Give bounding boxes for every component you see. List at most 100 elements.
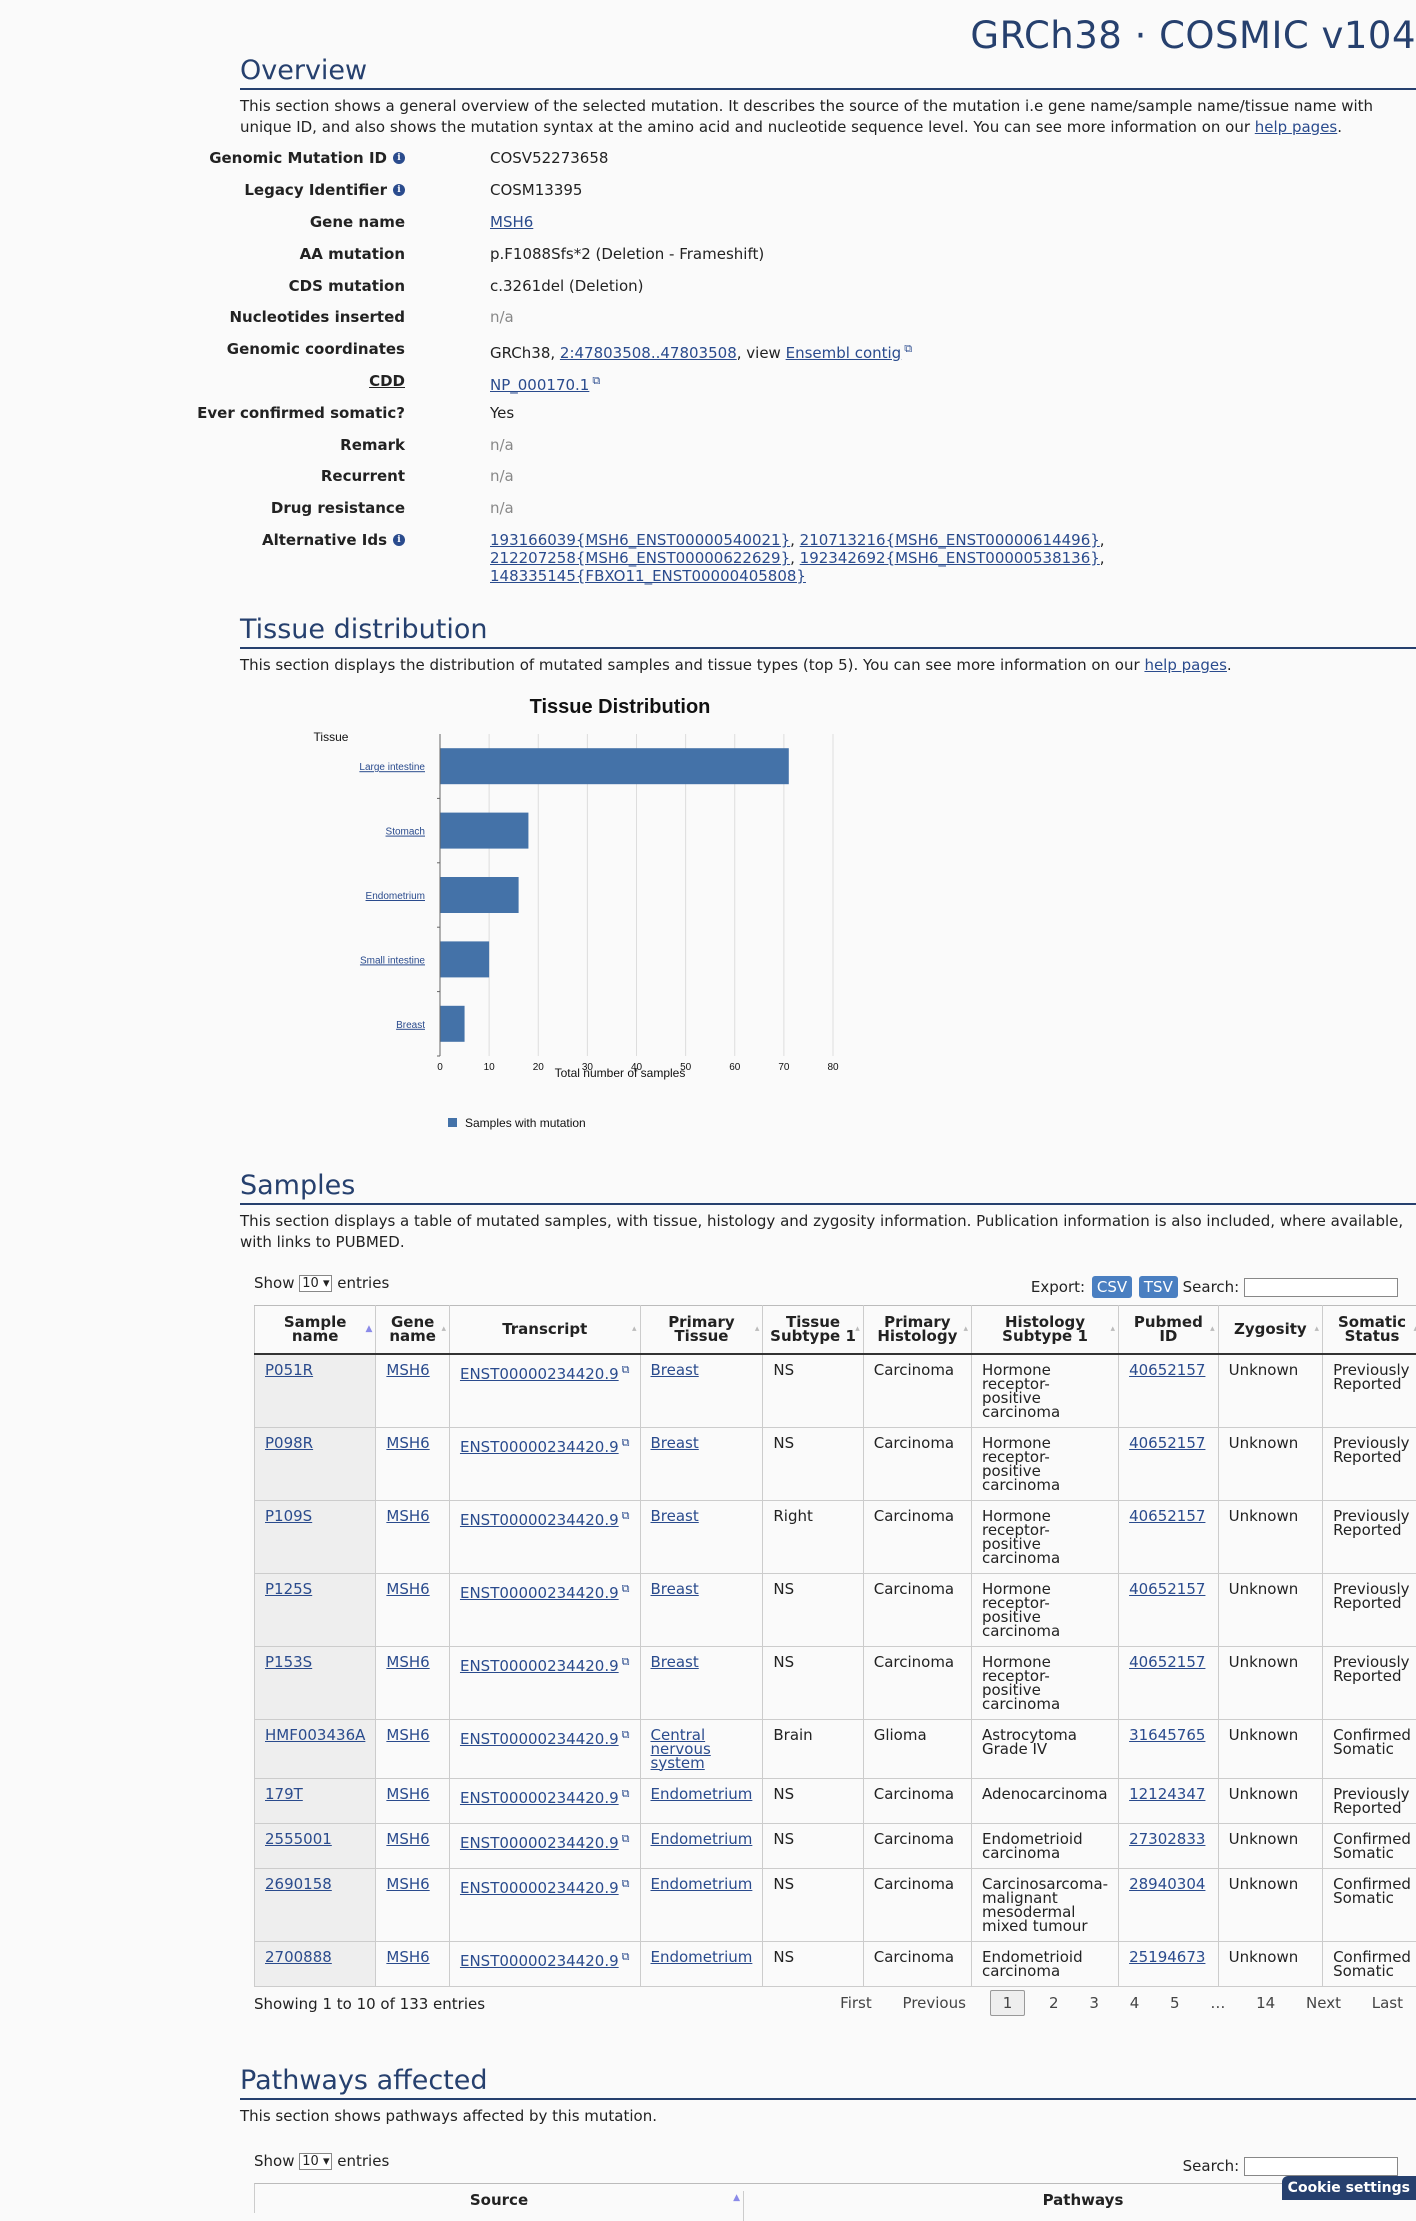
y-category-label[interactable]: Large intestine [359,762,425,773]
pathways-entries-select[interactable]: 10 ▾ [299,2153,332,2170]
pubmed-link[interactable]: 27302833 [1129,1830,1205,1848]
pager-previous[interactable]: Previous [903,1994,966,2012]
pager-page[interactable]: 14 [1256,1994,1275,2012]
pubmed-link[interactable]: 40652157 [1129,1361,1205,1379]
ensembl-contig-link[interactable]: Ensembl contig [786,344,902,362]
transcript-link[interactable]: ENST00000234420.9 [460,1438,619,1456]
bar-stomach[interactable] [440,813,528,849]
pager-page-current[interactable]: 1 [990,1990,1026,2016]
pubmed-link[interactable]: 31645765 [1129,1726,1205,1744]
export-tsv-button[interactable]: TSV [1139,1276,1178,1298]
transcript-link[interactable]: ENST00000234420.9 [460,1365,619,1383]
primary-tissue-link[interactable]: system [651,1754,705,1772]
y-category-label[interactable]: Small intestine [360,955,425,966]
pager-page[interactable]: 4 [1130,1994,1140,2012]
primary-tissue-link[interactable]: Endometrium [651,1948,753,1966]
pubmed-link[interactable]: 40652157 [1129,1580,1205,1598]
pubmed-link[interactable]: 40652157 [1129,1653,1205,1671]
transcript-link[interactable]: ENST00000234420.9 [460,1584,619,1602]
entries-select[interactable]: 10 ▾ [299,1275,332,1292]
sample-link[interactable]: P153S [265,1653,312,1671]
cookie-settings-button[interactable]: Cookie settings [1282,2176,1416,2200]
sample-link[interactable]: HMF003436A [265,1726,365,1744]
gene-link[interactable]: MSH6 [386,1507,429,1525]
tissue-help-link[interactable]: help pages [1144,656,1226,674]
pathways-col-source[interactable]: Source▲ [255,2191,744,2221]
primary-tissue-link[interactable]: Breast [651,1434,699,1452]
gene-name-link[interactable]: MSH6 [490,213,533,231]
gene-link[interactable]: MSH6 [386,1785,429,1803]
pager-page[interactable]: 2 [1049,1994,1059,2012]
pager-last[interactable]: Last [1372,1994,1403,2012]
pubmed-link[interactable]: 25194673 [1129,1948,1205,1966]
pager-page[interactable]: 3 [1089,1994,1099,2012]
genomic-coordinates-link[interactable]: 2:47803508..47803508 [560,344,737,362]
bar-endometrium[interactable] [440,877,519,913]
gene-link[interactable]: MSH6 [386,1434,429,1452]
export-csv-button[interactable]: CSV [1092,1276,1132,1298]
sample-link[interactable]: P051R [265,1361,313,1379]
primary-tissue-link[interactable]: Endometrium [651,1875,753,1893]
pager-first[interactable]: First [840,1994,872,2012]
sample-link[interactable]: P109S [265,1507,312,1525]
pager-next[interactable]: Next [1306,1994,1341,2012]
alternative-id-link[interactable]: 210713216{MSH6_ENST00000614496} [800,531,1100,549]
alternative-id-link[interactable]: 192342692{MSH6_ENST00000538136} [800,549,1100,567]
y-category-label[interactable]: Endometrium [366,891,425,902]
transcript-link[interactable]: ENST00000234420.9 [460,1789,619,1807]
pubmed-link[interactable]: 40652157 [1129,1434,1205,1452]
info-icon[interactable]: i [393,534,405,546]
alternative-id-link[interactable]: 193166039{MSH6_ENST00000540021} [490,531,790,549]
pathways-search-input[interactable] [1244,2157,1398,2176]
transcript-link[interactable]: ENST00000234420.9 [460,1730,619,1748]
bar-small-intestine[interactable] [440,941,489,977]
alternative-id-link[interactable]: 212207258{MSH6_ENST00000622629} [490,549,790,567]
sample-link[interactable]: P098R [265,1434,313,1452]
gene-link[interactable]: MSH6 [386,1653,429,1671]
primary-tissue-link[interactable]: Endometrium [651,1785,753,1803]
info-icon[interactable]: i [393,184,405,196]
gene-link[interactable]: MSH6 [386,1830,429,1848]
y-category-label[interactable]: Stomach [386,827,425,838]
transcript-link[interactable]: ENST00000234420.9 [460,1511,619,1529]
gene-link[interactable]: MSH6 [386,1948,429,1966]
gene-link[interactable]: MSH6 [386,1580,429,1598]
info-icon[interactable]: i [393,152,405,164]
sample-link[interactable]: 2690158 [265,1875,332,1893]
sample-link[interactable]: P125S [265,1580,312,1598]
y-category-label[interactable]: Breast [396,1020,425,1031]
primary-tissue-link[interactable]: Breast [651,1361,699,1379]
alternative-id-link[interactable]: 148335145{FBXO11_ENST00000405808} [490,567,806,585]
sample-link[interactable]: 2700888 [265,1948,332,1966]
pubmed-link[interactable]: 40652157 [1129,1507,1205,1525]
transcript-link[interactable]: ENST00000234420.9 [460,1952,619,1970]
samples-search-input[interactable] [1244,1278,1398,1297]
primary-tissue-link[interactable]: Breast [651,1507,699,1525]
gene-link[interactable]: MSH6 [386,1726,429,1744]
bar-large-intestine[interactable] [440,748,789,784]
column-header[interactable]: Transcript▴ [449,1306,640,1354]
transcript-link[interactable]: ENST00000234420.9 [460,1834,619,1852]
primary-tissue-link[interactable]: Endometrium [651,1830,753,1848]
pubmed-link[interactable]: 28940304 [1129,1875,1205,1893]
pager-page[interactable]: 5 [1170,1994,1180,2012]
primary-tissue-link[interactable]: Breast [651,1653,699,1671]
gene-link[interactable]: MSH6 [386,1361,429,1379]
transcript-link[interactable]: ENST00000234420.9 [460,1879,619,1897]
overview-help-link[interactable]: help pages [1255,118,1337,136]
column-header[interactable]: Zygosity▴ [1218,1306,1322,1354]
pubmed-link[interactable]: 12124347 [1129,1785,1205,1803]
bar-breast[interactable] [440,1006,465,1042]
gene-link[interactable]: MSH6 [386,1875,429,1893]
transcript-link[interactable]: ENST00000234420.9 [460,1657,619,1675]
sample-link[interactable]: 179T [265,1785,303,1803]
primary-tissue-link[interactable]: Breast [651,1580,699,1598]
